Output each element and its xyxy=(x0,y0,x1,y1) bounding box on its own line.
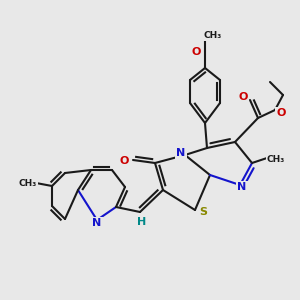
Text: O: O xyxy=(238,92,248,102)
Text: CH₃: CH₃ xyxy=(19,178,37,188)
Text: O: O xyxy=(191,47,201,57)
Text: O: O xyxy=(276,108,286,118)
Text: N: N xyxy=(92,218,102,228)
Text: O: O xyxy=(119,156,129,166)
Text: S: S xyxy=(199,207,207,217)
Text: CH₃: CH₃ xyxy=(204,31,222,40)
Text: N: N xyxy=(237,182,247,192)
Text: CH₃: CH₃ xyxy=(267,154,285,164)
Text: N: N xyxy=(176,148,186,158)
Text: H: H xyxy=(137,217,147,227)
